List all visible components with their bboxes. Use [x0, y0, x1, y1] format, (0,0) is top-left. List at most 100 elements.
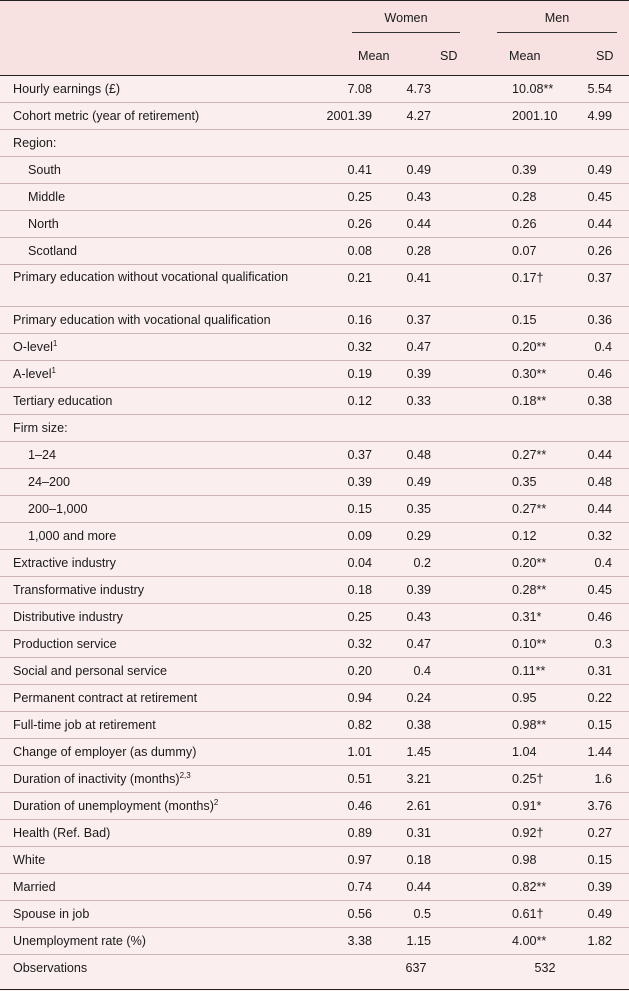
row-label: Duration of unemployment (months)2 — [13, 793, 313, 814]
row-label: Married — [13, 874, 313, 895]
table-row: Spouse in job 0.56 0.5 0.61† 0.49 — [0, 901, 629, 928]
table-row: Production service 0.32 0.47 0.10** 0.3 — [0, 631, 629, 658]
row-label-text: A-level — [13, 367, 52, 381]
row-label: Scotland — [28, 238, 328, 259]
men-sd-cell: 0.4 — [594, 340, 612, 354]
table-row: Married 0.74 0.44 0.82** 0.39 — [0, 874, 629, 901]
women-mean-cell: 0.21 — [347, 271, 372, 285]
row-label: Primary education without vocational qua… — [13, 265, 313, 285]
table-row: White 0.97 0.18 0.98 0.15 — [0, 847, 629, 874]
row-label: Health (Ref. Bad) — [13, 820, 313, 841]
men-sd-header: SD — [596, 49, 614, 63]
men-mean-header: Mean — [509, 49, 541, 63]
men-sd-cell: 0.46 — [587, 367, 612, 381]
row-label: Change of employer (as dummy) — [13, 739, 313, 760]
row-label: Firm size: — [13, 415, 313, 436]
men-sd-cell: 4.99 — [587, 109, 612, 123]
men-mean-cell: 0.27** — [512, 502, 547, 516]
row-label: 1,000 and more — [28, 523, 328, 544]
table-row: Primary education with vocational qualif… — [0, 307, 629, 334]
row-label: 200–1,000 — [28, 496, 328, 517]
men-mean-cell: 10.08** — [512, 82, 554, 96]
footnote-marker: 1 — [52, 338, 58, 348]
row-label-text: Middle — [28, 190, 66, 204]
women-sd-cell: 0.37 — [406, 313, 431, 327]
women-sd-cell: 0.28 — [406, 244, 431, 258]
men-mean-cell: 0.98 — [512, 853, 537, 867]
men-sd-cell: 0.44 — [587, 448, 612, 462]
men-mean-cell: 0.82** — [512, 880, 547, 894]
women-observations: 637 — [405, 961, 427, 975]
women-sd-cell: 0.47 — [406, 637, 431, 651]
women-mean-cell: 0.20 — [347, 664, 372, 678]
women-mean-cell: 0.46 — [347, 799, 372, 813]
row-label: Distributive industry — [13, 604, 313, 625]
row-label-text: Cohort metric (year of retirement) — [13, 109, 200, 123]
men-mean-cell: 0.20** — [512, 340, 547, 354]
men-sd-cell: 0.38 — [587, 394, 612, 408]
table-row: Full-time job at retirement 0.82 0.38 0.98*… — [0, 712, 629, 739]
women-mean-cell: 0.32 — [347, 637, 372, 651]
women-mean-cell: 0.56 — [347, 907, 372, 921]
women-sd-cell: 0.38 — [406, 718, 431, 732]
row-label-text: 200–1,000 — [28, 502, 88, 516]
row-label: North — [28, 211, 328, 232]
table-row: South 0.41 0.49 0.39 0.49 — [0, 157, 629, 184]
men-mean-cell: 0.18** — [512, 394, 547, 408]
men-mean-cell: 0.20** — [512, 556, 547, 570]
table-row: 200–1,000 0.15 0.35 0.27** 0.44 — [0, 496, 629, 523]
observations-row: Observations 637 532 — [0, 955, 629, 981]
row-label-text: Primary education with vocational qualif… — [13, 313, 271, 327]
men-sd-cell: 5.54 — [587, 82, 612, 96]
men-sd-cell: 0.49 — [587, 163, 612, 177]
men-mean-cell: 0.28** — [512, 583, 547, 597]
row-label: Region: — [13, 130, 313, 151]
row-label-text: Primary education without vocational qua… — [13, 270, 289, 284]
women-sd-cell: 0.33 — [406, 394, 431, 408]
women-sd-cell: 0.35 — [406, 502, 431, 516]
men-mean-cell: 0.92† — [512, 826, 544, 840]
men-sd-cell: 1.44 — [587, 745, 612, 759]
header-rule — [0, 75, 629, 76]
men-sd-cell: 0.45 — [587, 583, 612, 597]
row-label: Extractive industry — [13, 550, 313, 571]
table-row: O-level1 0.32 0.47 0.20** 0.4 — [0, 334, 629, 361]
row-label-text: Hourly earnings (£) — [13, 82, 121, 96]
row-label-text: Region: — [13, 136, 57, 150]
men-mean-cell: 0.39 — [512, 163, 537, 177]
women-mean-cell: 0.16 — [347, 313, 372, 327]
row-label: Production service — [13, 631, 313, 652]
women-mean-cell: 0.74 — [347, 880, 372, 894]
women-mean-cell: 0.09 — [347, 529, 372, 543]
row-label-text: Extractive industry — [13, 556, 116, 570]
table-row: 24–200 0.39 0.49 0.35 0.48 — [0, 469, 629, 496]
men-mean-cell: 2001.10 — [512, 109, 558, 123]
women-sd-cell: 0.5 — [413, 907, 431, 921]
women-sd-cell: 1.15 — [406, 934, 431, 948]
women-sd-cell: 4.73 — [406, 82, 431, 96]
women-sd-cell: 3.21 — [406, 772, 431, 786]
men-mean-cell: 0.98** — [512, 718, 547, 732]
women-sd-cell: 0.31 — [406, 826, 431, 840]
women-mean-cell: 0.15 — [347, 502, 372, 516]
men-mean-cell: 0.15 — [512, 313, 537, 327]
table-row: Primary education without vocational qua… — [0, 265, 629, 307]
row-label-text: Firm size: — [13, 421, 68, 435]
row-label-text: North — [28, 217, 59, 231]
table-row: A-level1 0.19 0.39 0.30** 0.46 — [0, 361, 629, 388]
women-mean-cell: 3.38 — [347, 934, 372, 948]
table-row: Tertiary education 0.12 0.33 0.18** 0.38 — [0, 388, 629, 415]
men-sd-cell: 0.44 — [587, 217, 612, 231]
men-mean-cell: 0.27** — [512, 448, 547, 462]
men-mean-cell: 0.10** — [512, 637, 547, 651]
women-sd-header: SD — [440, 49, 458, 63]
table-bottom-rule — [0, 989, 629, 990]
table-row: Cohort metric (year of retirement) 2001.3… — [0, 103, 629, 130]
table-row: Distributive industry 0.25 0.43 0.31* 0.46 — [0, 604, 629, 631]
row-label: South — [28, 157, 328, 178]
men-mean-cell: 0.25† — [512, 772, 544, 786]
row-label-text: Spouse in job — [13, 907, 90, 921]
table-row: Hourly earnings (£) 7.08 4.73 10.08** 5.54 — [0, 76, 629, 103]
men-mean-cell: 0.12 — [512, 529, 537, 543]
